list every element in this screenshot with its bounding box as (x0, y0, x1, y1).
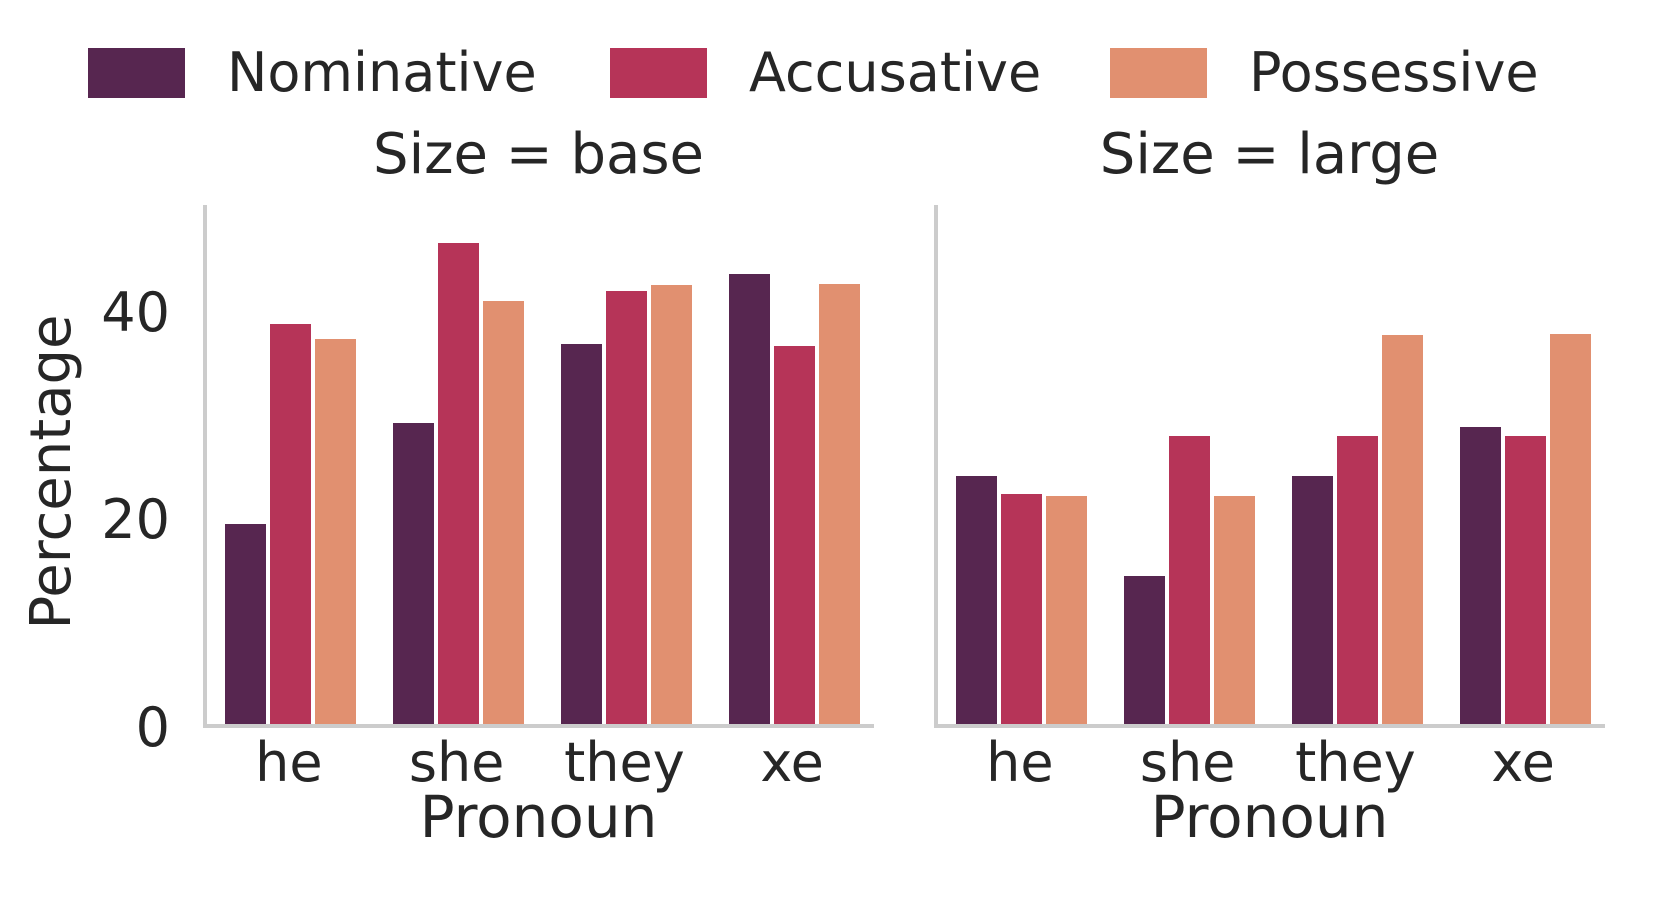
plot-area-base (203, 205, 874, 728)
bar-large-he-accusative (1001, 493, 1043, 724)
subplot-title-base: Size = base (373, 122, 704, 187)
subplot-size-base: Size = base he she they xe Pronoun (203, 0, 874, 916)
x-tick-xe: xe (760, 731, 824, 794)
y-tick-labels: 0 20 40 (0, 0, 170, 916)
bar-base-xe-nominative (728, 273, 770, 724)
bar-large-she-nominative (1124, 575, 1166, 724)
bar-base-xe-accusative (773, 346, 815, 724)
legend-label-possessive: Possessive (1249, 41, 1539, 104)
x-tick-they: they (1295, 731, 1416, 794)
legend-label-nominative: Nominative (227, 41, 537, 104)
y-tick-20: 20 (101, 488, 170, 552)
legend-swatch-nominative (88, 48, 185, 98)
x-axis-label-large: Pronoun (1150, 783, 1389, 851)
legend-item-accusative: Accusative (610, 46, 1041, 100)
bar-large-they-possessive (1381, 334, 1423, 724)
bar-large-he-possessive (1046, 495, 1088, 724)
bar-large-she-accusative (1169, 436, 1211, 724)
x-tick-she: she (408, 731, 505, 794)
bar-base-xe-possessive (818, 283, 860, 724)
bar-large-xe-accusative (1504, 436, 1546, 724)
x-tick-he: he (255, 731, 323, 794)
bar-large-they-nominative (1291, 475, 1333, 724)
legend-item-possessive: Possessive (1110, 46, 1539, 100)
bar-large-he-nominative (956, 475, 998, 724)
x-axis-label-base: Pronoun (419, 783, 658, 851)
bar-large-she-possessive (1214, 495, 1256, 724)
bar-base-he-accusative (270, 324, 312, 724)
bar-base-they-possessive (650, 284, 692, 724)
legend-label-accusative: Accusative (749, 41, 1042, 104)
y-axis-label: Percentage (19, 314, 84, 630)
legend-swatch-accusative (610, 48, 707, 98)
x-tick-xe: xe (1491, 731, 1555, 794)
y-tick-40: 40 (101, 280, 170, 344)
bar-base-they-accusative (605, 291, 647, 724)
x-tick-labels-base: he she they xe (203, 736, 874, 796)
x-tick-she: she (1139, 731, 1236, 794)
bar-large-xe-nominative (1459, 427, 1501, 724)
bar-large-xe-possessive (1549, 333, 1591, 724)
subplot-size-large: Size = large he she they xe Pronoun (934, 0, 1605, 916)
legend-swatch-possessive (1110, 48, 1207, 98)
bar-base-he-nominative (225, 523, 267, 724)
legend-item-nominative: Nominative (88, 46, 537, 100)
plot-area-large (934, 205, 1605, 728)
subplot-title-large: Size = large (1099, 122, 1440, 187)
x-tick-labels-large: he she they xe (934, 736, 1605, 796)
bar-base-they-nominative (560, 344, 602, 724)
x-tick-he: he (986, 731, 1054, 794)
y-tick-0: 0 (135, 696, 170, 759)
bar-base-she-nominative (393, 422, 435, 724)
bar-large-they-accusative (1336, 436, 1378, 724)
bar-base-she-accusative (438, 243, 480, 724)
bar-base-she-possessive (483, 300, 525, 724)
x-tick-they: they (564, 731, 685, 794)
bar-base-he-possessive (315, 338, 357, 724)
